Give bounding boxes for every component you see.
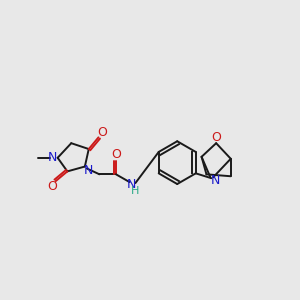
Text: H: H [131, 186, 140, 196]
Text: N: N [127, 178, 136, 190]
Text: N: N [48, 151, 58, 164]
Text: N: N [84, 164, 93, 177]
Text: N: N [211, 174, 220, 187]
Text: O: O [98, 126, 107, 139]
Text: O: O [111, 148, 121, 161]
Text: O: O [47, 180, 57, 194]
Text: O: O [211, 131, 221, 144]
